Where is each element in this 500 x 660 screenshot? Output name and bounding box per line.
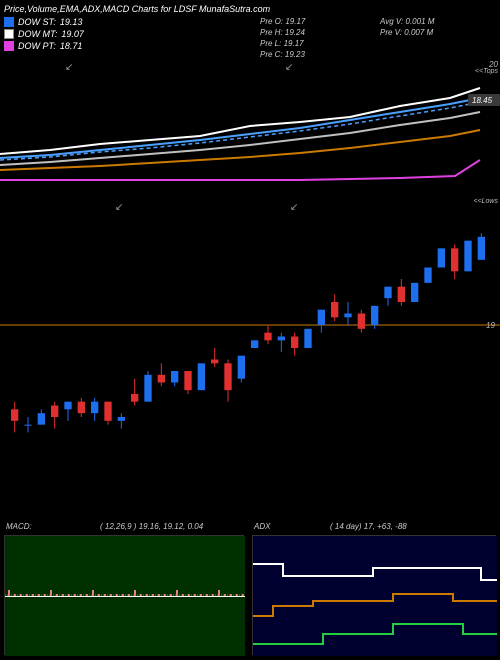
ema-panel: 18.45 ↙ ↙ <box>0 62 500 182</box>
swatch-st <box>4 17 14 27</box>
svg-text:19: 19 <box>486 321 495 330</box>
stat-low: Pre L: 19.17 <box>260 38 305 49</box>
macd-title: MACD: <box>6 522 32 531</box>
stat-open: Pre O: 19.17 <box>260 16 305 27</box>
legend-label-pt: DOW PT: <box>18 40 56 52</box>
legend-block: DOW ST: 19.13 DOW MT: 19.07 DOW PT: 18.7… <box>4 16 84 52</box>
chart-title: Price,Volume,EMA,ADX,MACD Charts for LDS… <box>4 4 270 14</box>
legend-row-pt: DOW PT: 18.71 <box>4 40 84 52</box>
legend-row-st: DOW ST: 19.13 <box>4 16 84 28</box>
candlestick-panel: <<Lows 19 ↙ ↙ <box>0 200 500 450</box>
svg-text:↙: ↙ <box>290 202 298 213</box>
macd-params: ( 12,26,9 ) 19.16, 19.12, 0.04 <box>100 522 203 531</box>
p1-corner: <<Tops <box>475 68 498 75</box>
legend-value-pt: 18.71 <box>60 40 83 52</box>
legend-label-st: DOW ST: <box>18 16 56 28</box>
svg-text:18.45: 18.45 <box>472 96 493 105</box>
stats-ohlc: Pre O: 19.17 Pre H: 19.24 Pre L: 19.17 P… <box>260 16 305 60</box>
stat-high: Pre H: 19.24 <box>260 27 305 38</box>
p2-corner: <<Lows <box>473 198 498 205</box>
swatch-mt <box>4 29 14 39</box>
legend-row-mt: DOW MT: 19.07 <box>4 28 84 40</box>
macd-panel <box>4 535 244 655</box>
svg-text:↙: ↙ <box>285 62 293 73</box>
adx-panel <box>252 535 496 655</box>
stats-volume: Avg V: 0.001 M Pre V: 0.007 M <box>380 16 434 38</box>
svg-text:↙: ↙ <box>115 202 123 213</box>
swatch-pt <box>4 41 14 51</box>
adx-params: ( 14 day) 17, +63, -88 <box>330 522 407 531</box>
stat-prev: Pre V: 0.007 M <box>380 27 434 38</box>
legend-value-st: 19.13 <box>60 16 83 28</box>
legend-label-mt: DOW MT: <box>18 28 57 40</box>
adx-title: ADX <box>254 522 270 531</box>
svg-text:↙: ↙ <box>65 62 73 73</box>
stat-close: Pre C: 19.23 <box>260 49 305 60</box>
legend-value-mt: 19.07 <box>61 28 84 40</box>
stat-avgv: Avg V: 0.001 M <box>380 16 434 27</box>
